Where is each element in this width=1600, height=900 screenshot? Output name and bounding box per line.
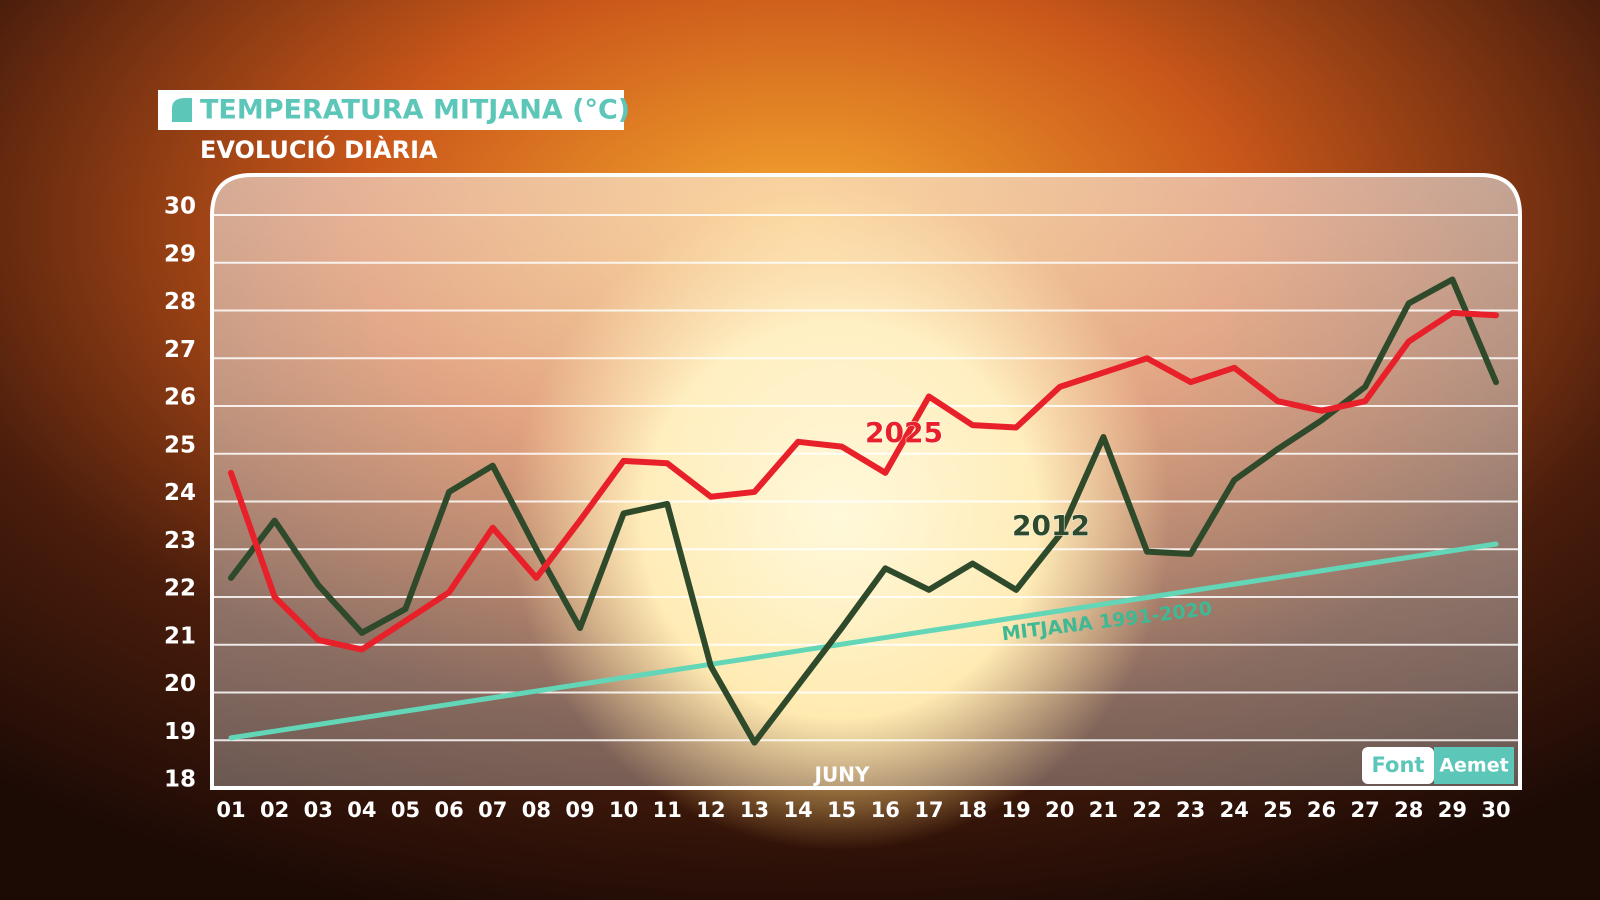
series-line (228, 309, 1499, 653)
chart-subtitle: EVOLUCIÓ DIÀRIA (200, 134, 438, 164)
series-line (228, 276, 1499, 746)
title-icon (172, 98, 192, 122)
x-tick-label: 10 (609, 798, 638, 822)
x-tick-label: 11 (653, 798, 682, 822)
x-tick-label: 01 (216, 798, 245, 822)
x-tick-label: 17 (914, 798, 943, 822)
series-line (228, 541, 1499, 741)
x-tick-label: 19 (1002, 798, 1031, 822)
series-label: 2025 (865, 416, 943, 449)
x-tick-label: 15 (827, 798, 856, 822)
series-label: 2012 (1012, 509, 1090, 542)
x-tick-label: 07 (478, 798, 507, 822)
y-tick-label: 21 (164, 623, 196, 649)
chart-title: TEMPERATURA MITJANA (°C) (200, 95, 630, 126)
x-tick-label: 26 (1307, 798, 1336, 822)
x-tick-label: 13 (740, 798, 769, 822)
y-tick-label: 30 (164, 194, 196, 220)
x-tick-label: 23 (1176, 798, 1205, 822)
title-box (158, 90, 624, 130)
x-tick-label: 29 (1438, 798, 1467, 822)
x-tick-label: 20 (1045, 798, 1074, 822)
source-name: Aemet (1439, 755, 1508, 777)
x-tick-label: 04 (347, 798, 376, 822)
x-tick-label: 30 (1481, 798, 1510, 822)
x-tick-label: 02 (260, 798, 289, 822)
y-tick-label: 27 (164, 337, 196, 363)
x-tick-label: 25 (1263, 798, 1292, 822)
plot-panel (210, 173, 1522, 790)
source-label-box (1362, 747, 1434, 784)
x-tick-label: 28 (1394, 798, 1423, 822)
x-tick-label: 12 (696, 798, 725, 822)
x-axis-label: JUNY (813, 763, 870, 787)
y-tick-label: 25 (164, 432, 196, 458)
x-tick-label: 18 (958, 798, 987, 822)
source-label: Font (1372, 753, 1425, 777)
x-tick-label: 22 (1132, 798, 1161, 822)
x-tick-label: 14 (783, 798, 812, 822)
x-tick-label: 06 (434, 798, 463, 822)
y-tick-label: 22 (164, 576, 196, 602)
x-tick-label: 27 (1351, 798, 1380, 822)
y-tick-label: 20 (164, 671, 196, 697)
x-tick-label: 08 (522, 798, 551, 822)
y-tick-label: 26 (164, 385, 196, 411)
y-tick-label: 29 (164, 241, 196, 267)
y-tick-label: 28 (164, 289, 196, 315)
x-tick-label: 24 (1220, 798, 1249, 822)
y-tick-label: 19 (164, 719, 196, 745)
y-tick-label: 23 (164, 528, 196, 554)
y-tick-label: 18 (164, 767, 196, 793)
x-tick-label: 21 (1089, 798, 1118, 822)
source-name-box (1434, 747, 1514, 784)
x-tick-label: 16 (871, 798, 900, 822)
y-tick-label: 24 (164, 480, 196, 506)
plot-area (212, 214, 1520, 788)
x-tick-label: 09 (565, 798, 594, 822)
x-tick-label: 05 (391, 798, 420, 822)
x-tick-label: 03 (304, 798, 333, 822)
